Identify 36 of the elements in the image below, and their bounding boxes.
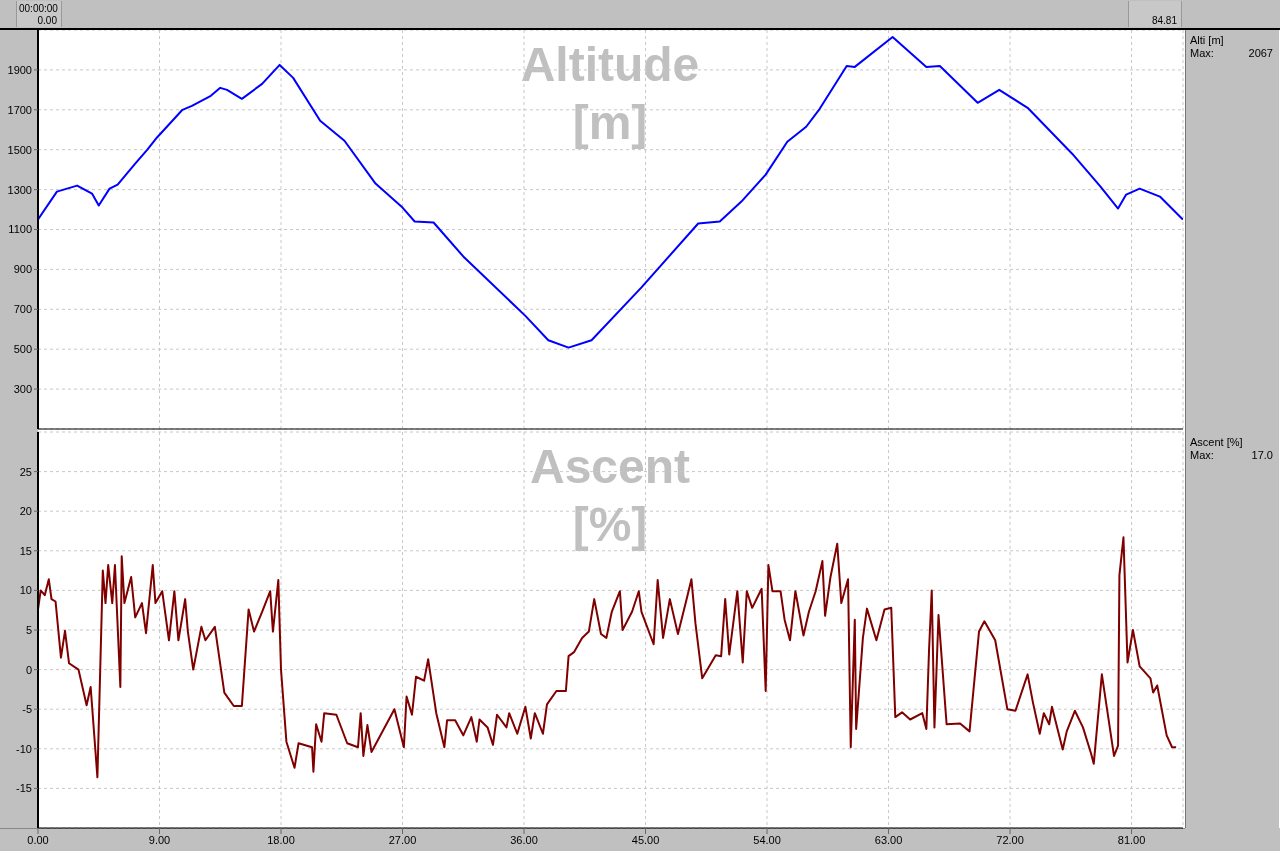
- x-tick-label: 54.00: [753, 833, 781, 846]
- x-tick-label: 9.00: [148, 833, 171, 846]
- text: Altitude [m]: [519, 37, 701, 151]
- y-tick-label: 900: [13, 263, 32, 276]
- y-tick-label: 1300: [7, 183, 32, 196]
- y-tick-label: 5: [25, 623, 32, 636]
- y-tick-label: -15: [16, 782, 32, 795]
- text: 0.00: [37, 15, 57, 26]
- y-tick-label: 1900: [7, 63, 32, 76]
- y-tick-label: 1500: [7, 143, 32, 156]
- x-tick-label: 45.00: [631, 833, 660, 846]
- y-tick-label: 10: [19, 584, 32, 597]
- info-panel: Alti [m] Max: 2067: [1185, 28, 1279, 430]
- x-tick-label: 81.00: [1117, 833, 1146, 846]
- info-panel: Ascent [%] Max: 17.0: [1185, 430, 1279, 828]
- x-tick-label: 18.00: [267, 833, 295, 846]
- x-tick-label: 72.00: [996, 833, 1024, 846]
- x-tick-label: 27.00: [388, 833, 417, 846]
- y-tick-label: -5: [22, 703, 32, 716]
- y-tick-label: 1700: [7, 103, 32, 116]
- x-tick-label: 0.00: [27, 833, 49, 846]
- x-tick-label: 36.00: [510, 833, 538, 846]
- text: 00:00:00: [19, 3, 58, 14]
- y-tick-label: 700: [13, 303, 32, 316]
- text: 84.81: [1151, 15, 1177, 26]
- y-tick-label: 500: [13, 343, 32, 356]
- line-series: [38, 35, 1183, 349]
- y-tick-label: 300: [13, 383, 32, 396]
- y-tick-label: 20: [19, 505, 32, 518]
- y-tick-label: 15: [19, 544, 32, 557]
- y-tick-label: 0: [25, 663, 32, 676]
- text: Ascent [%]: [528, 439, 692, 553]
- y-tick-label: 25: [19, 465, 32, 478]
- x-tick-label: 63.00: [874, 833, 903, 846]
- y-tick-label: -10: [16, 742, 32, 755]
- y-tick-label: 1100: [8, 223, 32, 236]
